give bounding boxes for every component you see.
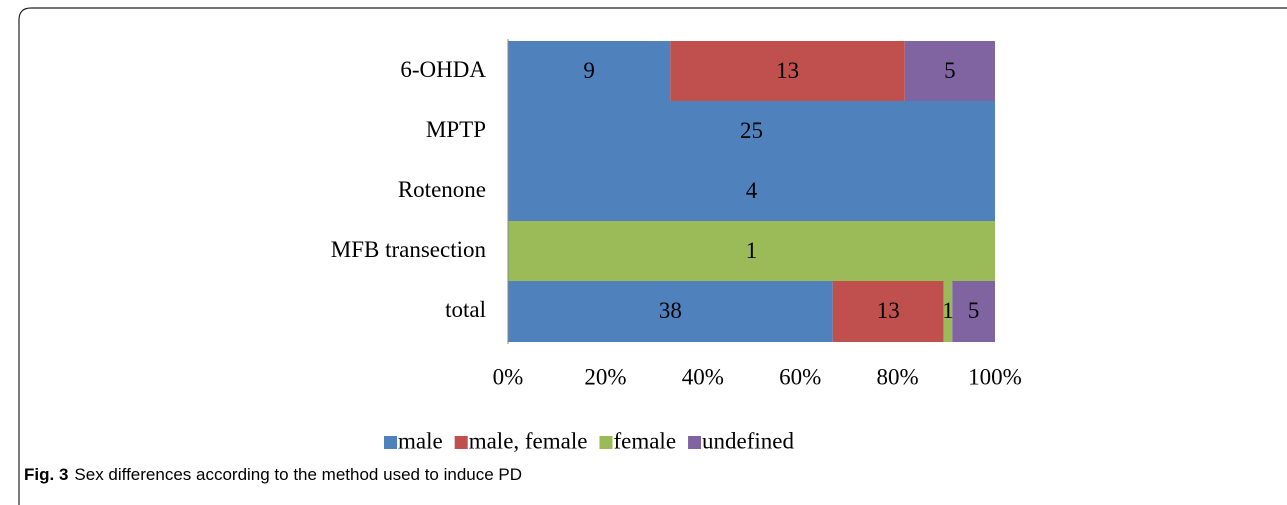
bar-segment	[952, 281, 995, 342]
legend-swatch	[688, 436, 702, 449]
x-tick-label: 40%	[682, 364, 724, 389]
x-tick-label: 0%	[493, 364, 524, 389]
x-tick-label: 80%	[877, 364, 919, 389]
bar-segment	[508, 281, 833, 342]
data-label: 13	[877, 298, 900, 323]
caption-text: Sex differences according to the method …	[74, 465, 522, 484]
frame	[18, 7, 1287, 505]
bar-segment	[508, 41, 671, 102]
y-tick-label: total	[445, 297, 486, 322]
legend-label: male	[398, 428, 443, 453]
legend-swatch	[384, 436, 397, 449]
data-label: 9	[583, 58, 595, 83]
data-label: 5	[968, 298, 980, 323]
y-tick-label: 6-OHDA	[400, 57, 486, 82]
bar-segment	[508, 161, 995, 222]
bar-segment	[508, 101, 995, 162]
data-label: 4	[746, 178, 758, 203]
y-tick-label: MFB transection	[331, 237, 487, 262]
bar-segment	[832, 281, 944, 342]
x-tick-label: 60%	[779, 364, 821, 389]
data-label: 13	[776, 58, 799, 83]
y-tick-label: MPTP	[426, 117, 486, 142]
y-tick-label: Rotenone	[398, 177, 486, 202]
legend-label: undefined	[702, 428, 794, 453]
bar-segment	[670, 41, 905, 102]
legend-label: female	[613, 428, 676, 453]
caption-label: Fig. 3	[24, 465, 68, 484]
legend-swatch	[454, 436, 468, 449]
bar-segment	[508, 221, 995, 282]
x-tick-label: 20%	[584, 364, 626, 389]
data-label: 38	[659, 298, 682, 323]
legend-swatch	[599, 436, 613, 449]
data-label: 1	[746, 238, 758, 263]
data-label: 25	[740, 118, 763, 143]
x-tick-label: 100%	[968, 364, 1022, 389]
data-label: 5	[944, 58, 956, 83]
data-label: 1	[942, 298, 954, 323]
bar-segment	[904, 41, 995, 102]
legend-label: male, female	[469, 428, 588, 453]
caption: Fig. 3 Sex differences according to the m…	[24, 465, 522, 484]
bar-segment	[943, 281, 953, 342]
